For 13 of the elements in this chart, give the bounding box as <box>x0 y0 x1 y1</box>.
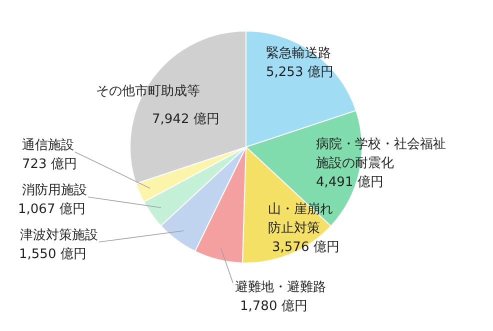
slice-label: 津波対策施設 <box>20 227 98 243</box>
slice-label: 通信施設 <box>22 138 74 153</box>
data-label: 7,942 億円 <box>152 112 220 127</box>
data-label: 1,780 億円 <box>240 299 308 314</box>
slice-label: 消防用施設 <box>22 183 87 198</box>
slice-label: その他市町助成等 <box>96 84 200 99</box>
data-label: 4,491 億円 <box>316 175 384 190</box>
slice-label: 避難地・避難路 <box>235 280 326 295</box>
slice-label: 緊急輸送路 <box>266 46 331 61</box>
data-label: 1,550 億円 <box>19 247 86 262</box>
data-label: 1,067 億円 <box>18 202 86 217</box>
data-label: 5,253 億円 <box>266 65 334 80</box>
data-label: 723 億円 <box>22 157 77 172</box>
